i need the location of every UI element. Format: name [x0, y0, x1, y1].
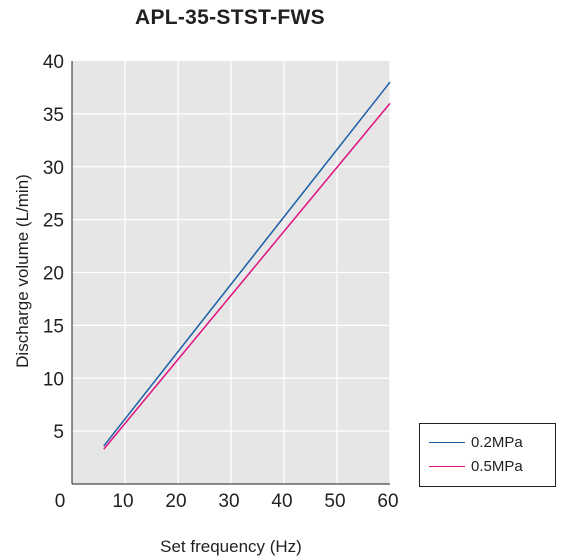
x-tick-label: 0: [55, 491, 66, 512]
series-line-0.5MPa: [103, 102, 391, 450]
y-tick-label: 15: [43, 316, 64, 337]
y-tick-label: 35: [43, 105, 64, 126]
x-tick-label: 10: [112, 491, 133, 512]
y-tick-label: 40: [43, 52, 64, 73]
tick-labels: 5 10 15 20 25 30 35 40 0 10 20 30 40 50 60: [43, 52, 399, 512]
legend-swatch-1: [429, 465, 465, 467]
y-tick-label: 25: [43, 211, 64, 232]
y-tick-label: 5: [53, 422, 64, 443]
y-tick-label: 30: [43, 158, 64, 179]
y-axis-label: Discharge volume (L/min): [13, 174, 32, 368]
x-tick-label: 20: [165, 491, 186, 512]
grid-lines: [72, 61, 391, 484]
x-axis-label: Set frequency (Hz): [160, 537, 302, 556]
series-line-0.2MPa: [103, 81, 391, 447]
axes: [71, 61, 390, 485]
y-tick-label: 20: [43, 264, 64, 285]
legend-item-1: 0.5MPa: [429, 456, 523, 476]
chart-title: APL-35-STST-FWS: [134, 6, 325, 29]
x-tick-label: 50: [324, 491, 345, 512]
y-tick-label: 10: [43, 369, 64, 390]
legend-swatch-0: [429, 441, 465, 443]
legend-label-1: 0.5MPa: [471, 457, 523, 475]
x-tick-label: 30: [218, 491, 239, 512]
series-lines: [103, 81, 391, 450]
x-tick-label: 60: [377, 491, 398, 512]
legend-item-0: 0.2MPa: [429, 432, 523, 452]
legend: 0.2MPa 0.5MPa: [419, 423, 556, 487]
x-tick-label: 40: [271, 491, 292, 512]
legend-label-0: 0.2MPa: [471, 433, 523, 451]
